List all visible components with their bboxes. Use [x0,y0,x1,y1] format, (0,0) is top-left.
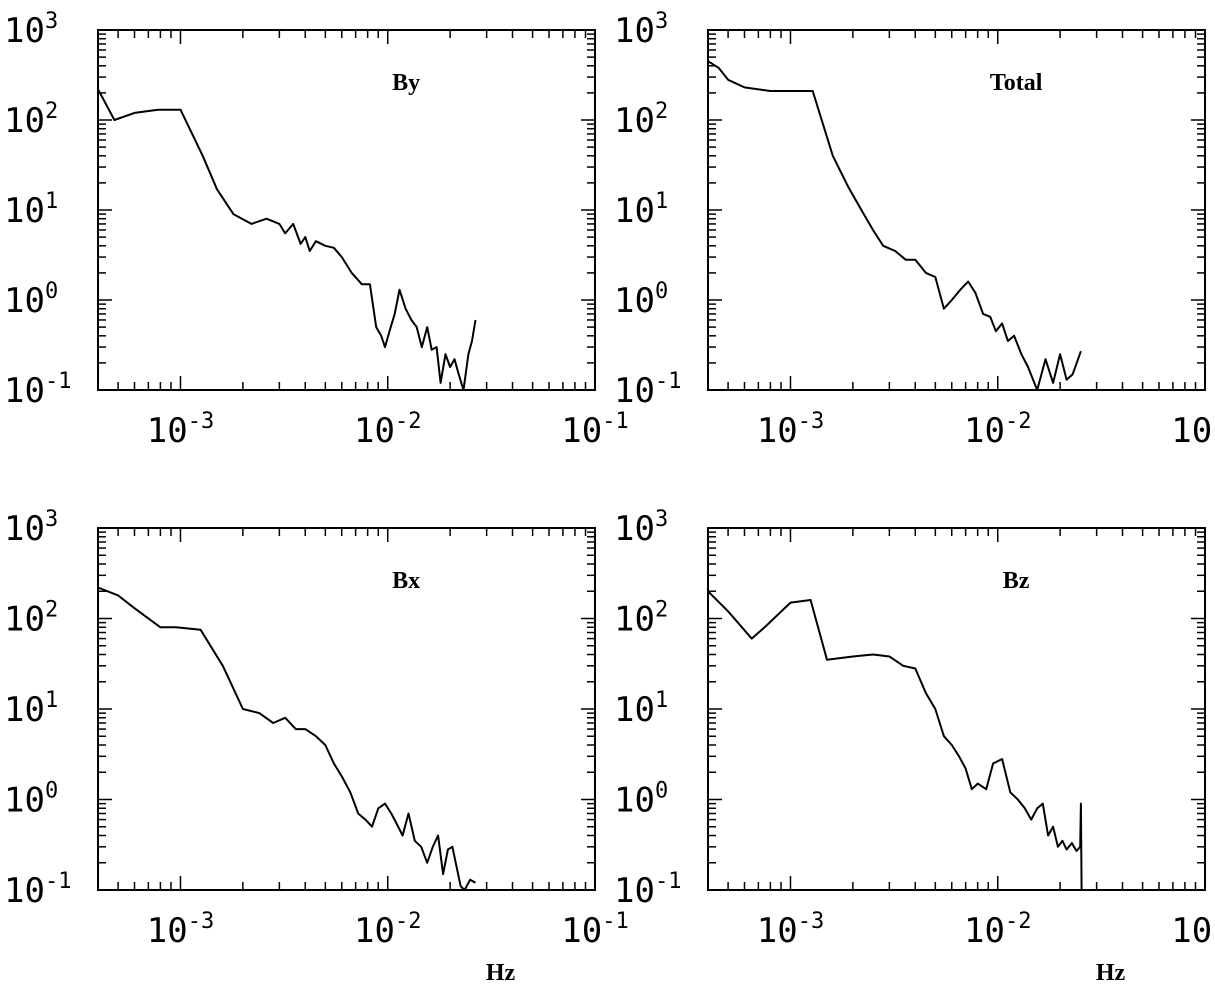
x-tick-label: 10-2 [354,409,421,451]
x-tick-label: 10-2 [964,409,1031,451]
x-tick-label: 10-3 [147,409,214,451]
y-tick-label: 100 [4,779,58,821]
x-tick-label: 10-1 [1171,909,1215,951]
y-tick-label: 103 [4,507,58,549]
y-tick-label: 10-1 [614,369,681,411]
plot-frame [707,29,1206,391]
x-tick-label: 10-1 [1171,409,1215,451]
y-tick-label: 101 [614,189,668,231]
chart-panel: 10-1 100 101 102 103 10-3 10-2 10-1 By [4,9,629,451]
y-tick-label: 101 [4,189,58,231]
y-tick-label: 100 [4,279,58,321]
x-tick-label: 10-1 [561,409,628,451]
x-tick-label: 10-3 [757,909,824,951]
y-tick-label: 10-1 [614,869,681,911]
panel-title: By [392,70,420,96]
y-tick-label: 10-1 [4,369,71,411]
x-axis-label: Hz [1096,960,1126,986]
plot-frame [97,527,596,891]
plot-frame [97,29,596,391]
y-tick-label: 102 [4,99,58,141]
y-tick-label: 102 [614,99,668,141]
panel-title: Total [990,70,1043,96]
x-tick-label: 10-2 [964,909,1031,951]
y-tick-label: 101 [614,688,668,730]
y-tick-label: 102 [614,598,668,640]
series-line [707,590,1083,891]
x-axis-label: Hz [486,960,516,986]
panel-title: Bz [1003,568,1030,594]
chart-panel: 10-1 100 101 102 103 10-3 10-2 10-1 Total [614,9,1215,451]
series-line [97,586,477,891]
panel-title: Bx [392,568,420,594]
y-tick-label: 101 [4,688,58,730]
series-line [97,88,477,391]
y-tick-label: 100 [614,779,668,821]
y-tick-label: 103 [614,507,668,549]
x-tick-label: 10-3 [147,909,214,951]
x-tick-label: 10-3 [757,409,824,451]
y-tick-label: 100 [614,279,668,321]
plot-frame [707,527,1206,891]
series-line [707,60,1082,391]
x-tick-label: 10-1 [561,909,628,951]
y-tick-label: 103 [4,9,58,51]
chart-panel: 10-1 100 101 102 103 10-3 10-2 10-1 Bz Hz [614,507,1215,986]
y-tick-label: 103 [614,9,668,51]
chart-panel: 10-1 100 101 102 103 10-3 10-2 10-1 Bx Hz [4,507,629,986]
x-tick-label: 10-2 [354,909,421,951]
y-tick-label: 102 [4,598,58,640]
y-tick-label: 10-1 [4,869,71,911]
